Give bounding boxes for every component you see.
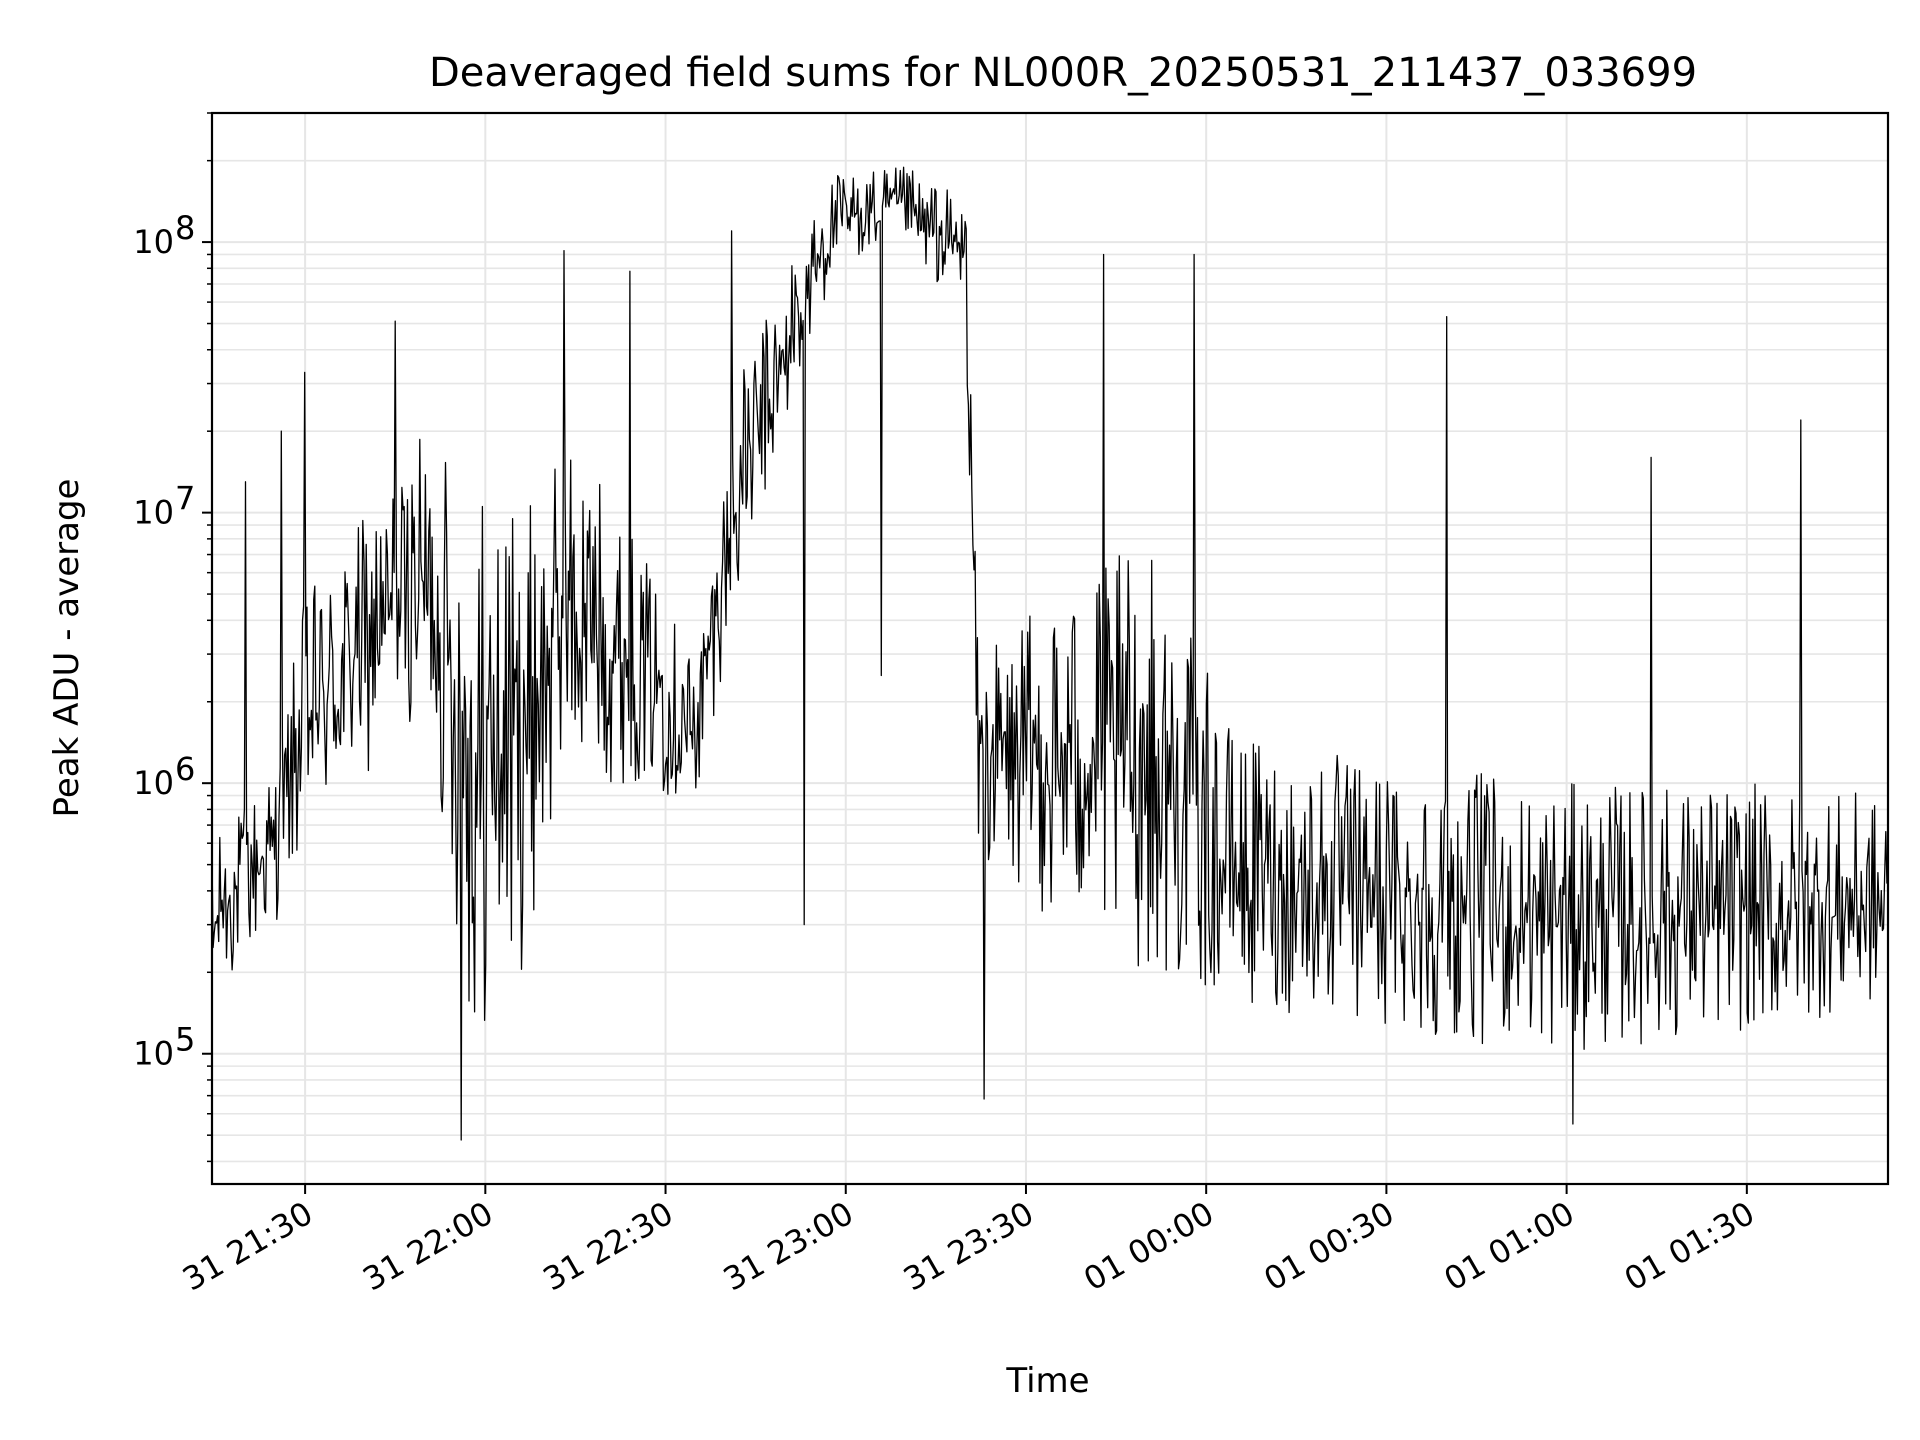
y-tick-label: 10	[133, 223, 174, 261]
x-axis-label: Time	[1005, 1361, 1089, 1401]
y-tick-exponent: 5	[175, 1021, 195, 1059]
plot-frame	[210, 111, 1890, 1186]
y-tick-label: 10	[133, 1035, 174, 1073]
y-tick-label: 10	[133, 764, 174, 802]
y-axis-label: Peak ADU - average	[47, 479, 87, 818]
series-line	[211, 166, 1889, 1141]
data-series	[211, 166, 1889, 1141]
y-tick-exponent: 8	[175, 209, 195, 247]
y-tick-exponent: 7	[175, 480, 195, 518]
y-tick-label: 10	[133, 494, 174, 532]
chart-title: Deaveraged field sums for NL000R_2025053…	[429, 50, 1697, 96]
y-tick-exponent: 6	[175, 750, 195, 788]
